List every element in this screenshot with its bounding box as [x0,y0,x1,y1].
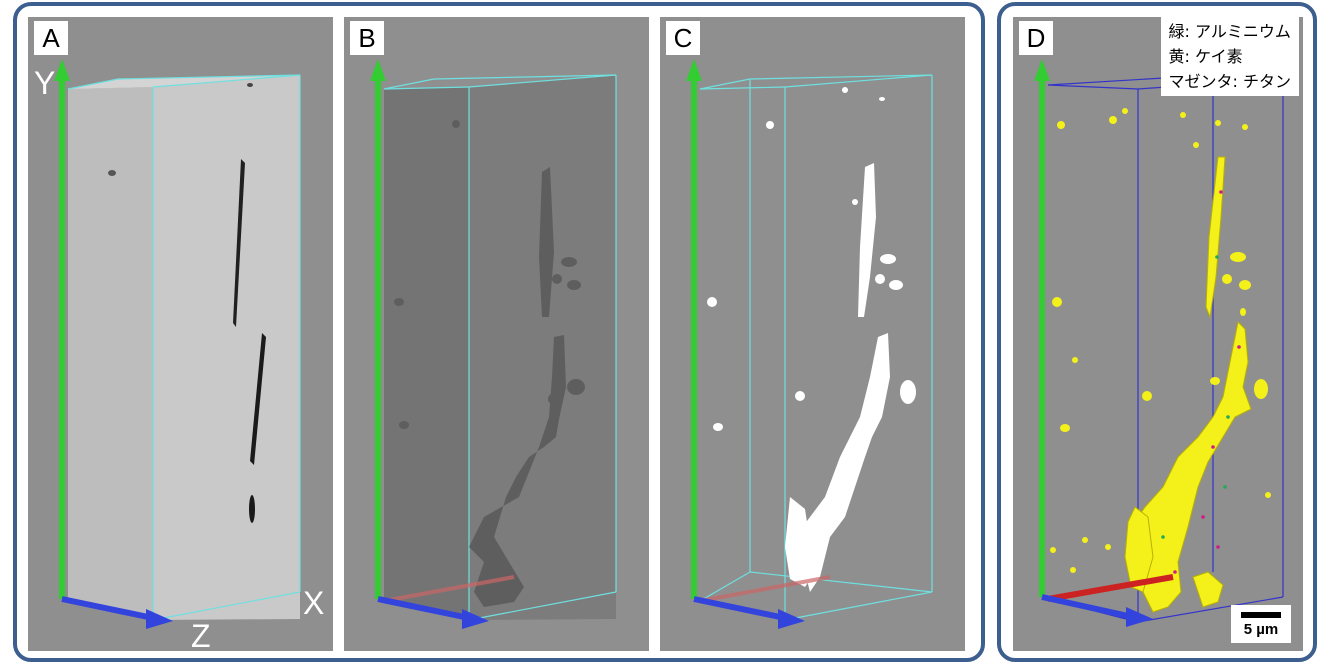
legend-silicon: 黄: ケイ素 [1168,47,1243,66]
scale-bar: 5 µm [1231,605,1291,643]
x-axis-label: X [303,585,325,621]
panel-b-volume-render [370,59,617,629]
z-axis-label: Z [191,618,211,651]
panel-d-label: D [1019,21,1053,55]
panel-b: B [344,17,649,651]
scale-bar-line [1241,612,1281,618]
panel-d: D 緑: アルミニウム 黄: ケイ素 マゼンタ: チタン 5 µm [1013,17,1303,651]
y-axis-label: Y [34,65,56,101]
panel-a-volume-render [54,59,301,629]
panel-a-label: A [34,21,68,55]
panel-d-volume-render [1034,59,1284,627]
panel-c-volume-render [686,59,933,629]
legend-aluminum: 緑: アルミニウム [1168,22,1291,41]
panel-c: C [660,17,965,651]
legend-titanium: マゼンタ: チタン [1168,72,1291,91]
scale-bar-label: 5 µm [1243,621,1279,638]
panel-c-label: C [666,21,700,55]
panel-a: A Y X Z [28,17,333,651]
element-color-legend: 緑: アルミニウム 黄: ケイ素 マゼンタ: チタン [1160,17,1299,96]
panel-b-label: B [350,21,384,55]
